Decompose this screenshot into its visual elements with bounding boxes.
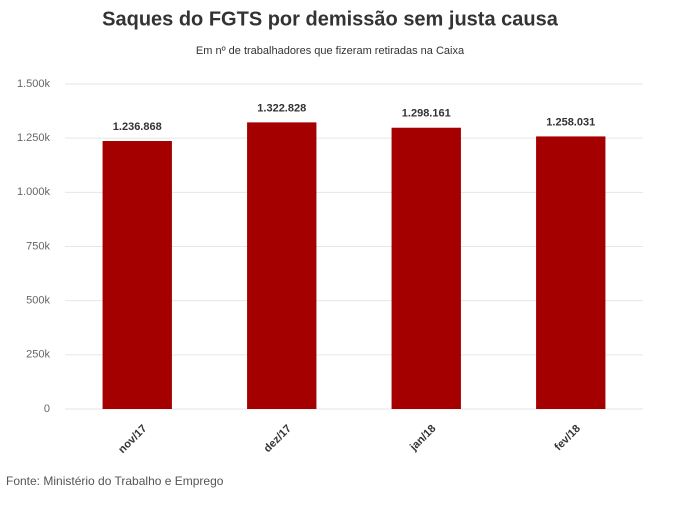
x-tick-label: nov/17: [116, 423, 149, 456]
y-tick-label: 0: [44, 403, 50, 415]
x-tick-label: jan/18: [407, 423, 438, 454]
y-tick-label: 500k: [26, 295, 50, 307]
y-tick-label: 1.250k: [17, 132, 51, 144]
y-tick-label: 750k: [26, 240, 50, 252]
chart-title: Saques do FGTS por demissão sem justa ca…: [102, 8, 559, 30]
data-label: 1.322.828: [257, 102, 306, 114]
data-label: 1.298.161: [402, 108, 451, 120]
y-tick-label: 1.000k: [17, 186, 51, 198]
x-tick-label: fev/18: [552, 423, 583, 454]
x-tick-label: dez/17: [262, 423, 294, 455]
bar: [391, 127, 461, 409]
source: Fonte: Ministério do Trabalho e Emprego: [6, 474, 224, 488]
bar: [102, 141, 172, 409]
data-label: 1.258.031: [546, 116, 595, 128]
bar: [247, 122, 317, 409]
y-tick-label: 1.500k: [17, 78, 51, 90]
data-label: 1.236.868: [113, 121, 162, 133]
chart-subtitle: Em nº de trabalhadores que fizeram retir…: [196, 45, 465, 57]
y-tick-label: 250k: [26, 349, 50, 361]
bar: [536, 136, 606, 409]
